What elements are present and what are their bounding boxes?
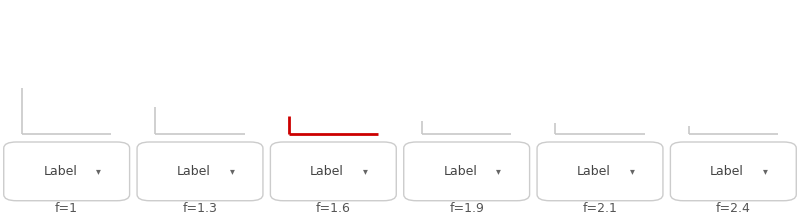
Text: Label: Label [43, 165, 78, 178]
Text: f=1.3: f=1.3 [182, 202, 218, 215]
Text: ▾: ▾ [363, 166, 368, 176]
FancyBboxPatch shape [270, 142, 396, 201]
Text: Label: Label [577, 165, 610, 178]
Text: f=1.9: f=1.9 [450, 202, 484, 215]
FancyBboxPatch shape [4, 142, 130, 201]
Text: f=2.4: f=2.4 [716, 202, 750, 215]
Text: f=1: f=1 [55, 202, 78, 215]
FancyBboxPatch shape [537, 142, 663, 201]
Text: ▾: ▾ [96, 166, 101, 176]
Text: Label: Label [177, 165, 210, 178]
Text: ▾: ▾ [496, 166, 501, 176]
Text: f=2.1: f=2.1 [582, 202, 618, 215]
FancyBboxPatch shape [404, 142, 530, 201]
Text: Label: Label [710, 165, 744, 178]
FancyBboxPatch shape [137, 142, 263, 201]
Text: Label: Label [443, 165, 478, 178]
Text: f=1.6: f=1.6 [316, 202, 350, 215]
Text: ▾: ▾ [630, 166, 634, 176]
Text: Label: Label [310, 165, 344, 178]
Text: ▾: ▾ [230, 166, 234, 176]
FancyBboxPatch shape [670, 142, 796, 201]
Text: ▾: ▾ [763, 166, 768, 176]
